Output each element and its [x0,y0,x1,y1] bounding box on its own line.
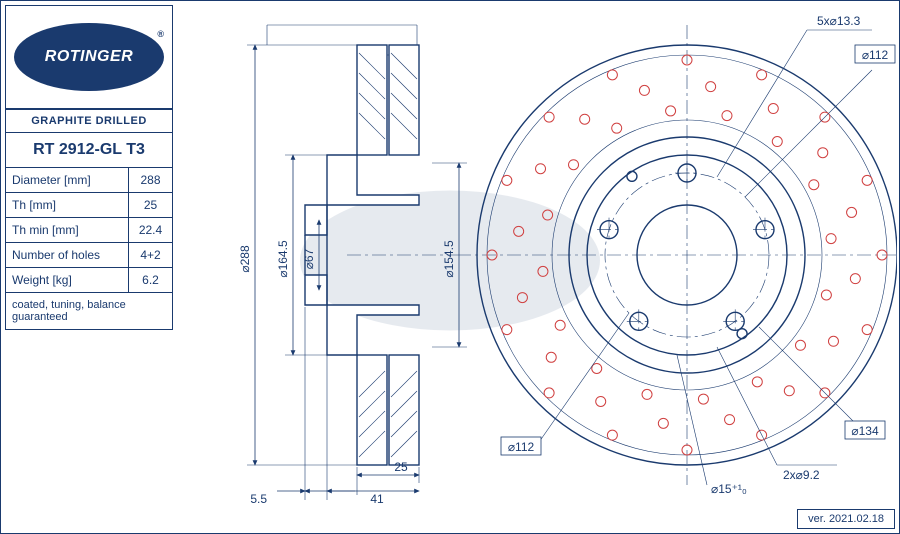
svg-text:⌀15⁺¹₀: ⌀15⁺¹₀ [711,482,747,496]
svg-text:⌀67: ⌀67 [302,248,316,269]
spec-table: GRAPHITE DRILLED RT 2912-GL T3 Diameter … [5,109,173,330]
spec-value: 22.4 [129,218,173,243]
spec-label: Number of holes [6,243,129,268]
spec-value: 4+2 [129,243,173,268]
brand-name: ROTINGER [45,48,133,66]
registered-icon: ® [154,27,168,41]
svg-text:25: 25 [394,460,408,474]
spec-row: Weight [kg]6.2 [6,268,173,293]
spec-row: Diameter [mm]288 [6,168,173,193]
svg-text:⌀288: ⌀288 [238,245,252,273]
spec-label: Th [mm] [6,193,129,218]
svg-text:41: 41 [370,492,384,505]
spec-label: Diameter [mm] [6,168,129,193]
page: ROTINGER ® GRAPHITE DRILLED RT 2912-GL T… [0,0,900,534]
svg-text:⌀112: ⌀112 [862,48,889,62]
svg-text:⌀154.5: ⌀154.5 [442,240,456,278]
technical-drawing: ⌀288 ⌀164.5 ⌀67 ⌀154.5 [177,5,895,503]
svg-text:⌀164.5: ⌀164.5 [276,240,290,278]
spec-label: Weight [kg] [6,268,129,293]
version-label: ver. 2021.02.18 [797,509,895,529]
spec-row: Th min [mm]22.4 [6,218,173,243]
spec-value: 6.2 [129,268,173,293]
spec-value: 288 [129,168,173,193]
svg-text:⌀134: ⌀134 [851,424,879,438]
spec-label: Th min [mm] [6,218,129,243]
svg-text:5x⌀13.3: 5x⌀13.3 [817,14,861,28]
svg-text:5.5: 5.5 [250,492,267,505]
svg-text:2x⌀9.2: 2x⌀9.2 [783,468,820,482]
logo-box: ROTINGER ® [5,5,173,109]
notes: coated, tuning, balance guaranteed [6,293,173,330]
brand-logo: ROTINGER ® [14,23,164,91]
spec-value: 25 [129,193,173,218]
svg-text:⌀112: ⌀112 [508,440,535,454]
spec-row: Number of holes4+2 [6,243,173,268]
subtitle: GRAPHITE DRILLED [6,110,173,133]
part-number: RT 2912-GL T3 [6,133,173,168]
spec-row: Th [mm]25 [6,193,173,218]
